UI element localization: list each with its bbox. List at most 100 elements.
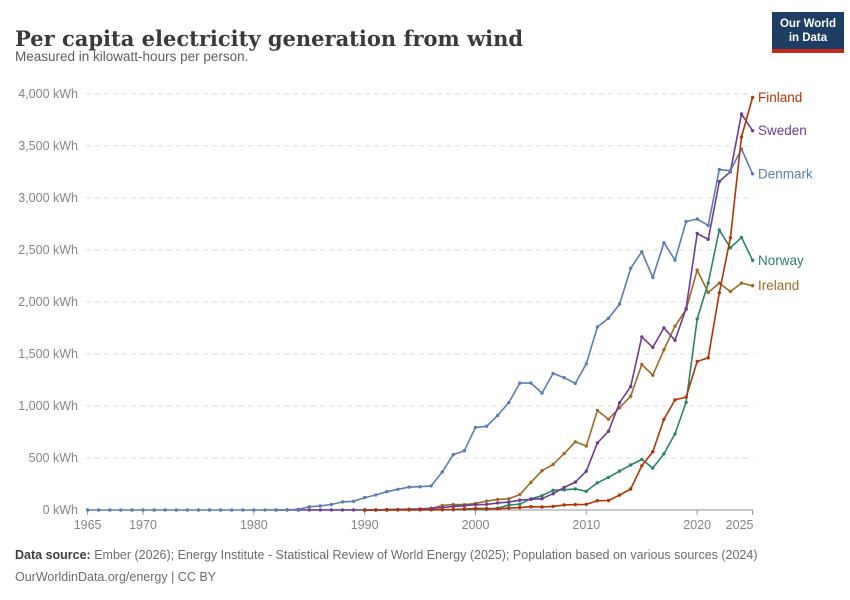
series-line-finland[interactable] [363, 96, 754, 511]
x-axis-label-1965: 1965 [74, 518, 102, 532]
data-point [529, 381, 533, 385]
series-label-denmark[interactable]: Denmark [758, 166, 813, 181]
data-point [629, 487, 633, 491]
data-point [318, 508, 322, 512]
data-source-line: Data source: Ember (2026); Energy Instit… [15, 544, 835, 566]
data-point [584, 469, 588, 473]
data-point [673, 432, 677, 436]
owid-logo-line1: Our World [779, 18, 836, 30]
series-label-sweden[interactable]: Sweden [758, 123, 807, 138]
data-point [551, 371, 555, 376]
data-point [329, 508, 334, 512]
data-point [673, 324, 677, 328]
data-point [684, 219, 688, 224]
data-point [163, 508, 167, 512]
data-point [340, 508, 345, 512]
data-point [451, 452, 455, 457]
data-point [318, 504, 322, 508]
data-point [706, 281, 710, 285]
series-label-norway[interactable]: Norway [758, 253, 804, 268]
data-point [396, 487, 400, 491]
data-point [540, 505, 544, 509]
data-source-label: Data source: [15, 548, 91, 562]
data-point [274, 508, 278, 512]
data-point [573, 381, 577, 386]
data-point [241, 508, 245, 512]
data-point [662, 241, 666, 245]
data-point [451, 504, 455, 509]
data-point [407, 508, 411, 512]
series-finland[interactable] [363, 95, 755, 512]
series-points-denmark [85, 147, 755, 512]
x-axis-label-2010: 2010 [572, 518, 600, 532]
data-point [651, 373, 655, 377]
data-point [728, 236, 733, 240]
data-point [706, 290, 710, 295]
series-line-sweden[interactable] [275, 113, 754, 511]
series-points-sweden [274, 112, 755, 512]
series-norway[interactable] [363, 228, 755, 512]
data-point [640, 335, 644, 339]
data-point [739, 235, 744, 240]
data-point [496, 507, 500, 511]
data-point [606, 498, 611, 503]
series-denmark[interactable] [85, 147, 755, 512]
series-points-norway [363, 228, 755, 512]
data-point [484, 424, 489, 428]
data-point [629, 394, 633, 398]
data-point [562, 488, 566, 492]
data-point [496, 501, 500, 505]
data-point [640, 457, 644, 462]
y-axis-label-2000: 2,000 kWh [18, 295, 78, 309]
data-point [662, 326, 666, 330]
data-point [518, 492, 522, 497]
series-line-denmark[interactable] [86, 148, 754, 511]
data-point [496, 413, 500, 418]
data-point [374, 493, 378, 497]
data-point [473, 506, 478, 511]
series-ireland[interactable] [363, 268, 755, 512]
data-point [484, 506, 489, 511]
data-point [230, 508, 234, 512]
data-point [728, 169, 733, 173]
series-label-finland[interactable]: Finland [758, 90, 802, 105]
series-points-finland [363, 95, 755, 512]
data-point [728, 289, 733, 294]
data-point [673, 398, 677, 402]
data-point [640, 464, 644, 468]
data-point [739, 112, 744, 116]
data-point [562, 485, 566, 490]
data-point [285, 508, 289, 512]
data-point [651, 450, 655, 454]
data-point [451, 507, 455, 512]
y-axis-label-3500: 3,500 kWh [18, 139, 78, 153]
data-point [207, 508, 212, 512]
data-point [717, 179, 721, 184]
data-point [562, 503, 566, 507]
data-point [396, 508, 400, 512]
data-point [640, 362, 644, 367]
owid-logo: Our World in Data [771, 12, 844, 53]
owid-logo-line2: in Data [788, 32, 828, 44]
data-point [584, 489, 588, 493]
data-point [617, 493, 622, 497]
series-label-ireland[interactable]: Ireland [758, 278, 799, 293]
data-point [606, 316, 611, 320]
data-point [651, 345, 655, 350]
data-point [540, 391, 544, 395]
data-point [97, 508, 101, 512]
y-axis-label-3000: 3,000 kWh [18, 191, 78, 205]
data-point [507, 500, 511, 504]
y-axis-label-1000: 1,000 kWh [18, 399, 78, 413]
data-point [551, 504, 555, 509]
data-point [673, 338, 677, 342]
series-sweden[interactable] [274, 112, 755, 512]
data-point [496, 497, 500, 502]
y-axis-label-2500: 2,500 kWh [18, 243, 78, 257]
x-axis-label-2020: 2020 [683, 518, 711, 532]
series-line-ireland[interactable] [363, 269, 754, 511]
data-point [507, 506, 511, 510]
data-source-text: Ember (2026); Energy Institute - Statist… [90, 548, 758, 562]
